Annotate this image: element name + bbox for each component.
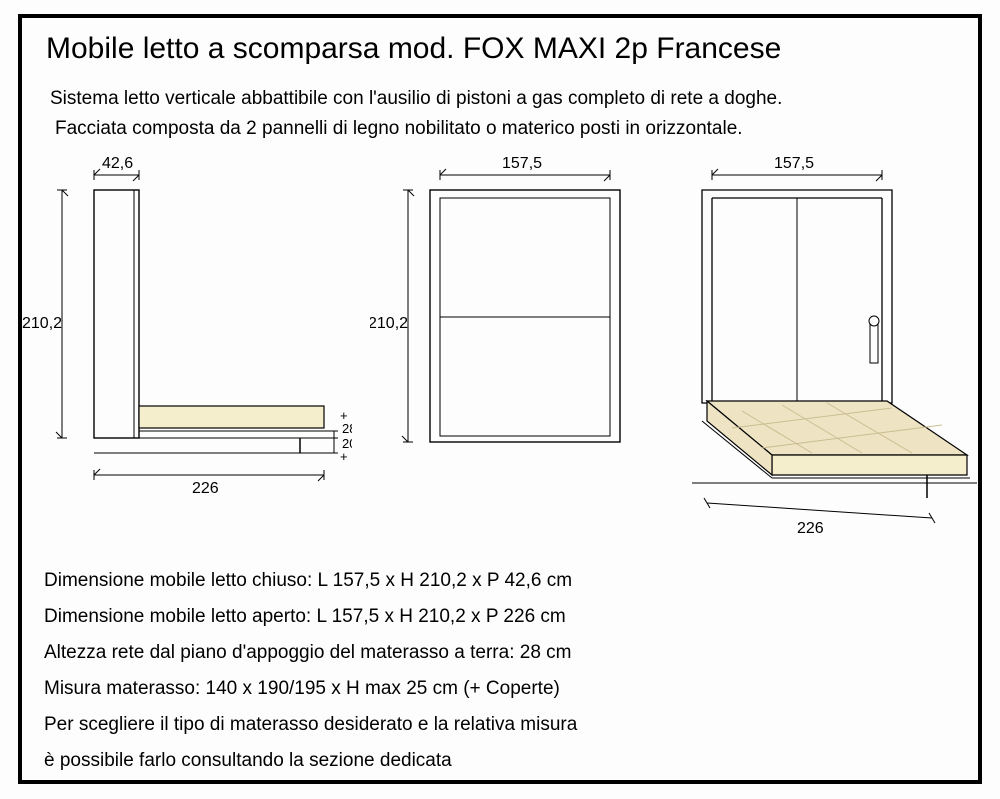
- side-view-diagram: 42,6 210,2 226: [22, 153, 352, 523]
- front-view-diagram: 157,5 210,2: [370, 153, 630, 513]
- spec-line: è possibile farlo consultando la sezione…: [44, 743, 577, 779]
- dim-bed-length: 226: [192, 480, 219, 497]
- dim-depth-top: 42,6: [102, 155, 133, 172]
- description-line-1: Sistema letto verticale abbattibile con …: [50, 88, 782, 110]
- description-line-2: Facciata composta da 2 pannelli di legno…: [55, 118, 743, 140]
- svg-text:+: +: [340, 408, 348, 423]
- dim-bed-length-iso: 226: [797, 520, 824, 537]
- spec-line: Altezza rete dal piano d'appoggio del ma…: [44, 635, 577, 671]
- spec-line: Dimensione mobile letto chiuso: L 157,5 …: [44, 563, 577, 599]
- dim-28: 28: [342, 421, 352, 436]
- spec-line: Misura materasso: 140 x 190/195 x H max …: [44, 671, 577, 707]
- iso-view-diagram: 157,5: [652, 153, 982, 553]
- document-frame: Mobile letto a scomparsa mod. FOX MAXI 2…: [18, 14, 982, 784]
- specifications-block: Dimensione mobile letto chiuso: L 157,5 …: [44, 563, 577, 779]
- dim-width-iso: 157,5: [774, 155, 814, 172]
- dim-width-front: 157,5: [502, 155, 542, 172]
- spec-line: Per scegliere il tipo di materasso desid…: [44, 707, 577, 743]
- page-title: Mobile letto a scomparsa mod. FOX MAXI 2…: [46, 32, 781, 66]
- dim-height-side: 210,2: [22, 315, 62, 332]
- spec-line: Dimensione mobile letto aperto: L 157,5 …: [44, 599, 577, 635]
- svg-text:+: +: [340, 449, 348, 464]
- dim-height-front: 210,2: [370, 315, 408, 332]
